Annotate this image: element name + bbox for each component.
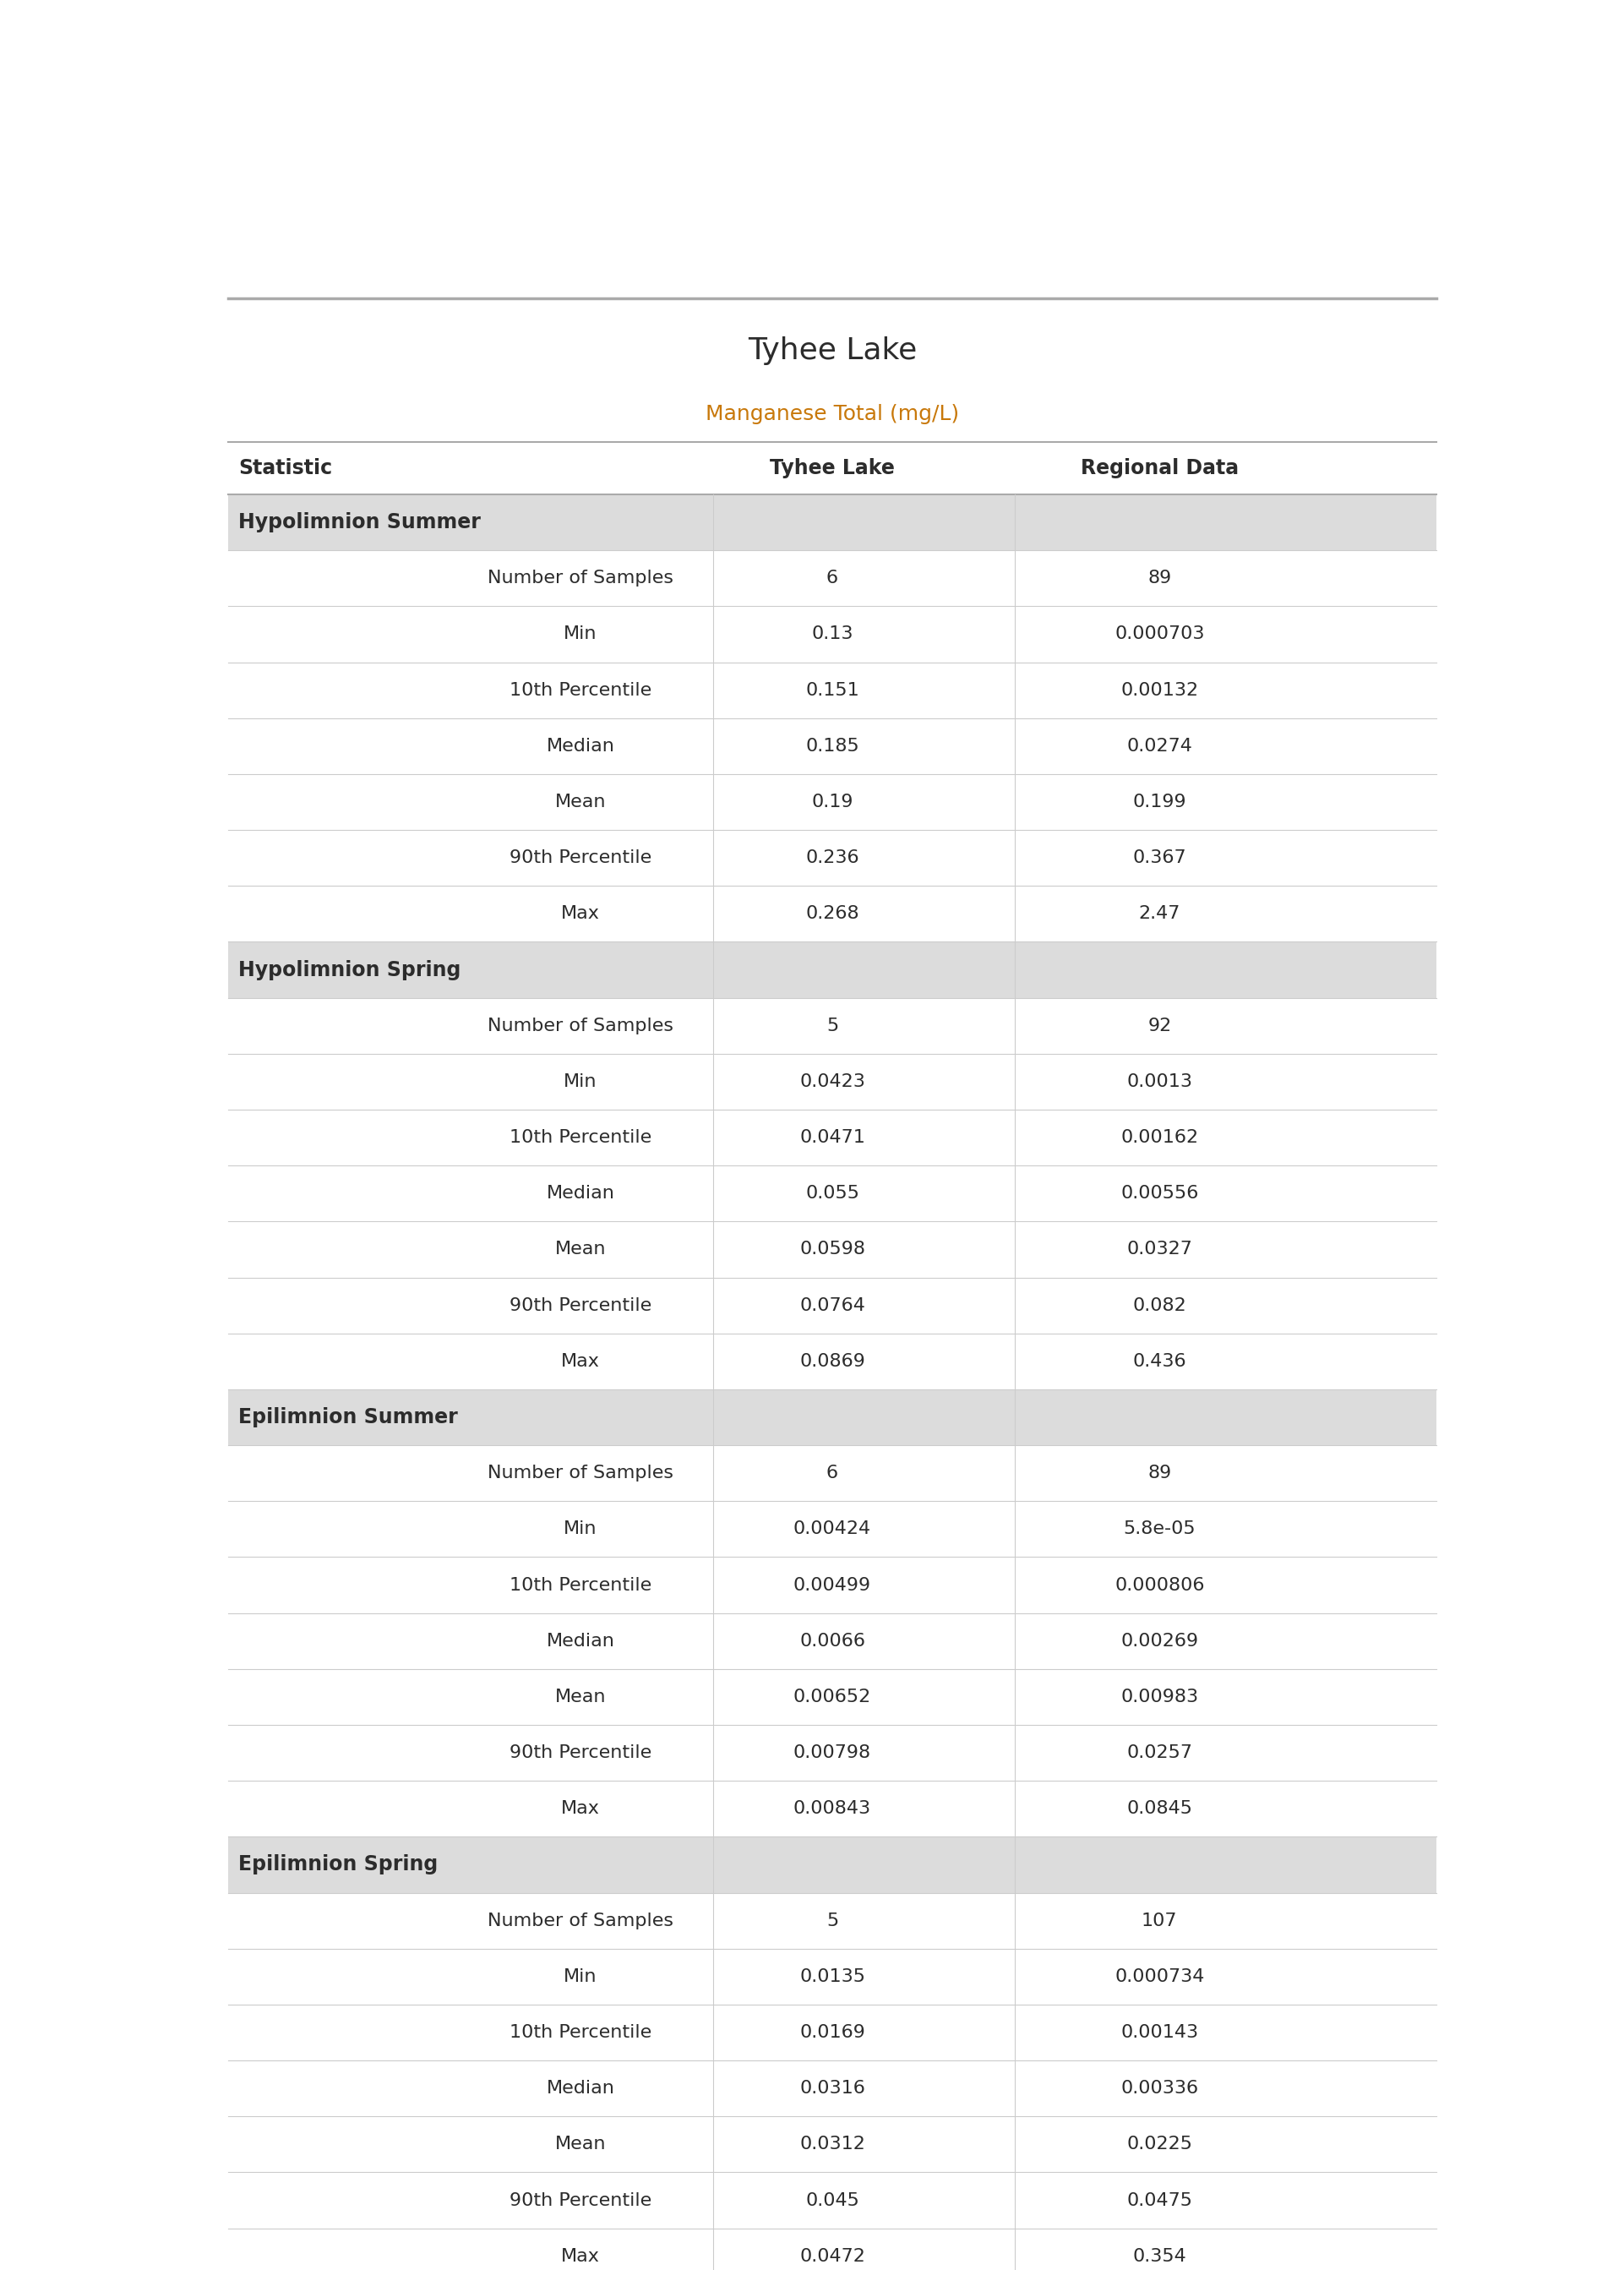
Text: 0.00556: 0.00556 [1121,1185,1199,1203]
Text: 0.055: 0.055 [806,1185,859,1203]
Text: Epilimnion Spring: Epilimnion Spring [239,1855,438,1875]
Text: 5: 5 [827,1911,838,1930]
Text: Min: Min [564,627,598,642]
Text: 90th Percentile: 90th Percentile [510,1743,651,1762]
Text: 0.00143: 0.00143 [1121,2025,1199,2041]
Text: Max: Max [562,1353,599,1369]
Text: 0.00424: 0.00424 [794,1521,870,1537]
Text: 10th Percentile: 10th Percentile [510,1578,651,1594]
Text: Median: Median [546,738,615,754]
Text: Number of Samples: Number of Samples [487,570,674,586]
Text: 0.19: 0.19 [812,794,853,810]
Text: Hypolimnion Spring: Hypolimnion Spring [239,960,461,981]
Text: Max: Max [562,906,599,922]
Text: 90th Percentile: 90th Percentile [510,1296,651,1314]
Text: 0.0135: 0.0135 [799,1968,866,1984]
Bar [227,1836,1436,1893]
Text: Mean: Mean [555,1242,606,1258]
Text: 0.00336: 0.00336 [1121,2079,1199,2097]
Text: 0.0475: 0.0475 [1127,2193,1192,2209]
Text: 0.354: 0.354 [1132,2247,1187,2265]
Text: 0.185: 0.185 [806,738,859,754]
Text: 0.045: 0.045 [806,2193,859,2209]
Text: 107: 107 [1142,1911,1177,1930]
Text: 0.00652: 0.00652 [794,1689,870,1705]
Text: 0.0274: 0.0274 [1127,738,1192,754]
Text: 10th Percentile: 10th Percentile [510,2025,651,2041]
Text: Number of Samples: Number of Samples [487,1017,674,1035]
Text: 0.00983: 0.00983 [1121,1689,1199,1705]
Text: 0.00843: 0.00843 [794,1800,870,1818]
Text: 92: 92 [1148,1017,1171,1035]
Text: 0.000703: 0.000703 [1114,627,1205,642]
Text: 89: 89 [1148,1464,1171,1482]
Bar [227,942,1436,999]
Text: 0.00162: 0.00162 [1121,1128,1199,1146]
Text: 0.0225: 0.0225 [1127,2136,1192,2152]
Text: 0.00798: 0.00798 [794,1743,870,1762]
Text: Number of Samples: Number of Samples [487,1464,674,1482]
Text: Median: Median [546,1185,615,1203]
Text: 0.0471: 0.0471 [799,1128,866,1146]
Text: 0.436: 0.436 [1132,1353,1187,1369]
Text: 0.0327: 0.0327 [1127,1242,1192,1258]
Text: Manganese Total (mg/L): Manganese Total (mg/L) [705,404,960,424]
Text: 0.000734: 0.000734 [1114,1968,1205,1984]
Text: 0.00499: 0.00499 [794,1578,870,1594]
Text: Number of Samples: Number of Samples [487,1911,674,1930]
Text: Median: Median [546,1632,615,1650]
Text: Mean: Mean [555,1689,606,1705]
Text: Median: Median [546,2079,615,2097]
Text: Min: Min [564,1074,598,1090]
Text: 10th Percentile: 10th Percentile [510,1128,651,1146]
Text: Epilimnion Summer: Epilimnion Summer [239,1407,458,1428]
Text: 0.0169: 0.0169 [799,2025,866,2041]
Text: 0.0013: 0.0013 [1127,1074,1192,1090]
Text: 90th Percentile: 90th Percentile [510,2193,651,2209]
Text: 0.00132: 0.00132 [1121,681,1199,699]
Text: 0.199: 0.199 [1132,794,1187,810]
Text: 5.8e-05: 5.8e-05 [1124,1521,1195,1537]
Text: 5: 5 [827,1017,838,1035]
Text: Max: Max [562,2247,599,2265]
Text: Statistic: Statistic [239,459,333,479]
Text: 0.0764: 0.0764 [799,1296,866,1314]
Text: 0.082: 0.082 [1132,1296,1187,1314]
Bar [227,1389,1436,1446]
Text: Hypolimnion Summer: Hypolimnion Summer [239,513,481,533]
Text: 0.00269: 0.00269 [1121,1632,1199,1650]
Text: Min: Min [564,1521,598,1537]
Text: Max: Max [562,1800,599,1818]
Text: 6: 6 [827,1464,838,1482]
Text: 0.0312: 0.0312 [799,2136,866,2152]
Text: 90th Percentile: 90th Percentile [510,849,651,867]
Text: 0.0598: 0.0598 [799,1242,866,1258]
Text: Tyhee Lake: Tyhee Lake [770,459,895,479]
Text: Regional Data: Regional Data [1080,459,1239,479]
Text: 6: 6 [827,570,838,586]
Text: Mean: Mean [555,794,606,810]
Text: 0.0066: 0.0066 [799,1632,866,1650]
Text: 0.0423: 0.0423 [799,1074,866,1090]
Text: 0.0316: 0.0316 [799,2079,866,2097]
Text: 0.151: 0.151 [806,681,859,699]
Text: Tyhee Lake: Tyhee Lake [747,336,918,365]
Text: 0.13: 0.13 [812,627,853,642]
Text: 0.000806: 0.000806 [1114,1578,1205,1594]
Text: Mean: Mean [555,2136,606,2152]
Text: 0.268: 0.268 [806,906,859,922]
Text: 0.236: 0.236 [806,849,859,867]
Text: 2.47: 2.47 [1138,906,1181,922]
Text: 10th Percentile: 10th Percentile [510,681,651,699]
Text: 0.0257: 0.0257 [1127,1743,1192,1762]
Text: 0.0845: 0.0845 [1127,1800,1192,1818]
Text: 0.367: 0.367 [1132,849,1187,867]
Text: 0.0472: 0.0472 [799,2247,866,2265]
Text: 89: 89 [1148,570,1171,586]
Bar [227,495,1436,549]
Text: Min: Min [564,1968,598,1984]
Text: 0.0869: 0.0869 [799,1353,866,1369]
